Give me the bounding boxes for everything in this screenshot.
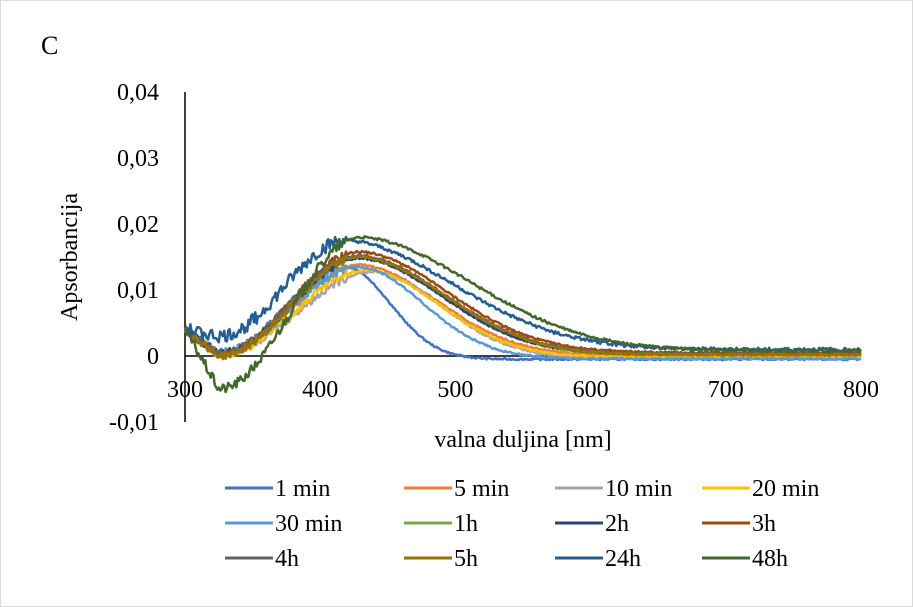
x-tick-label: 500 bbox=[437, 377, 473, 403]
panel-label: C bbox=[41, 31, 59, 60]
legend-label: 20 min bbox=[752, 476, 819, 502]
y-tick-label: 0,03 bbox=[117, 146, 159, 172]
y-tick-label: 0,04 bbox=[117, 80, 159, 106]
y-tick-label: 0 bbox=[147, 344, 159, 370]
legend-label: 10 min bbox=[605, 476, 672, 502]
legend-label: 48h bbox=[752, 546, 788, 572]
legend-label: 5h bbox=[454, 546, 478, 572]
x-tick-label: 300 bbox=[167, 377, 203, 403]
series-line bbox=[184, 235, 863, 394]
series-line bbox=[183, 264, 862, 361]
y-tick-label: 0,02 bbox=[117, 212, 159, 238]
legend-label: 3h bbox=[752, 511, 776, 537]
legend-label: 4h bbox=[275, 546, 299, 572]
legend-label: 24h bbox=[605, 546, 641, 572]
legend-label: 1 min bbox=[275, 476, 330, 502]
legend-label: 5 min bbox=[454, 476, 509, 502]
x-tick-label: 800 bbox=[843, 377, 879, 403]
x-tick-label: 700 bbox=[708, 377, 744, 403]
legend-label: 2h bbox=[605, 511, 629, 537]
x-tick-label: 600 bbox=[573, 377, 609, 403]
x-axis-title: valna duljina [nm] bbox=[434, 427, 611, 453]
legend-label: 30 min bbox=[275, 511, 342, 537]
y-axis-title: Apsorbancija bbox=[57, 193, 83, 321]
y-tick-label: -0,01 bbox=[109, 410, 159, 436]
legend-label: 1h bbox=[454, 511, 478, 537]
x-tick-label: 400 bbox=[302, 377, 338, 403]
y-tick-label: 0,01 bbox=[117, 278, 159, 304]
